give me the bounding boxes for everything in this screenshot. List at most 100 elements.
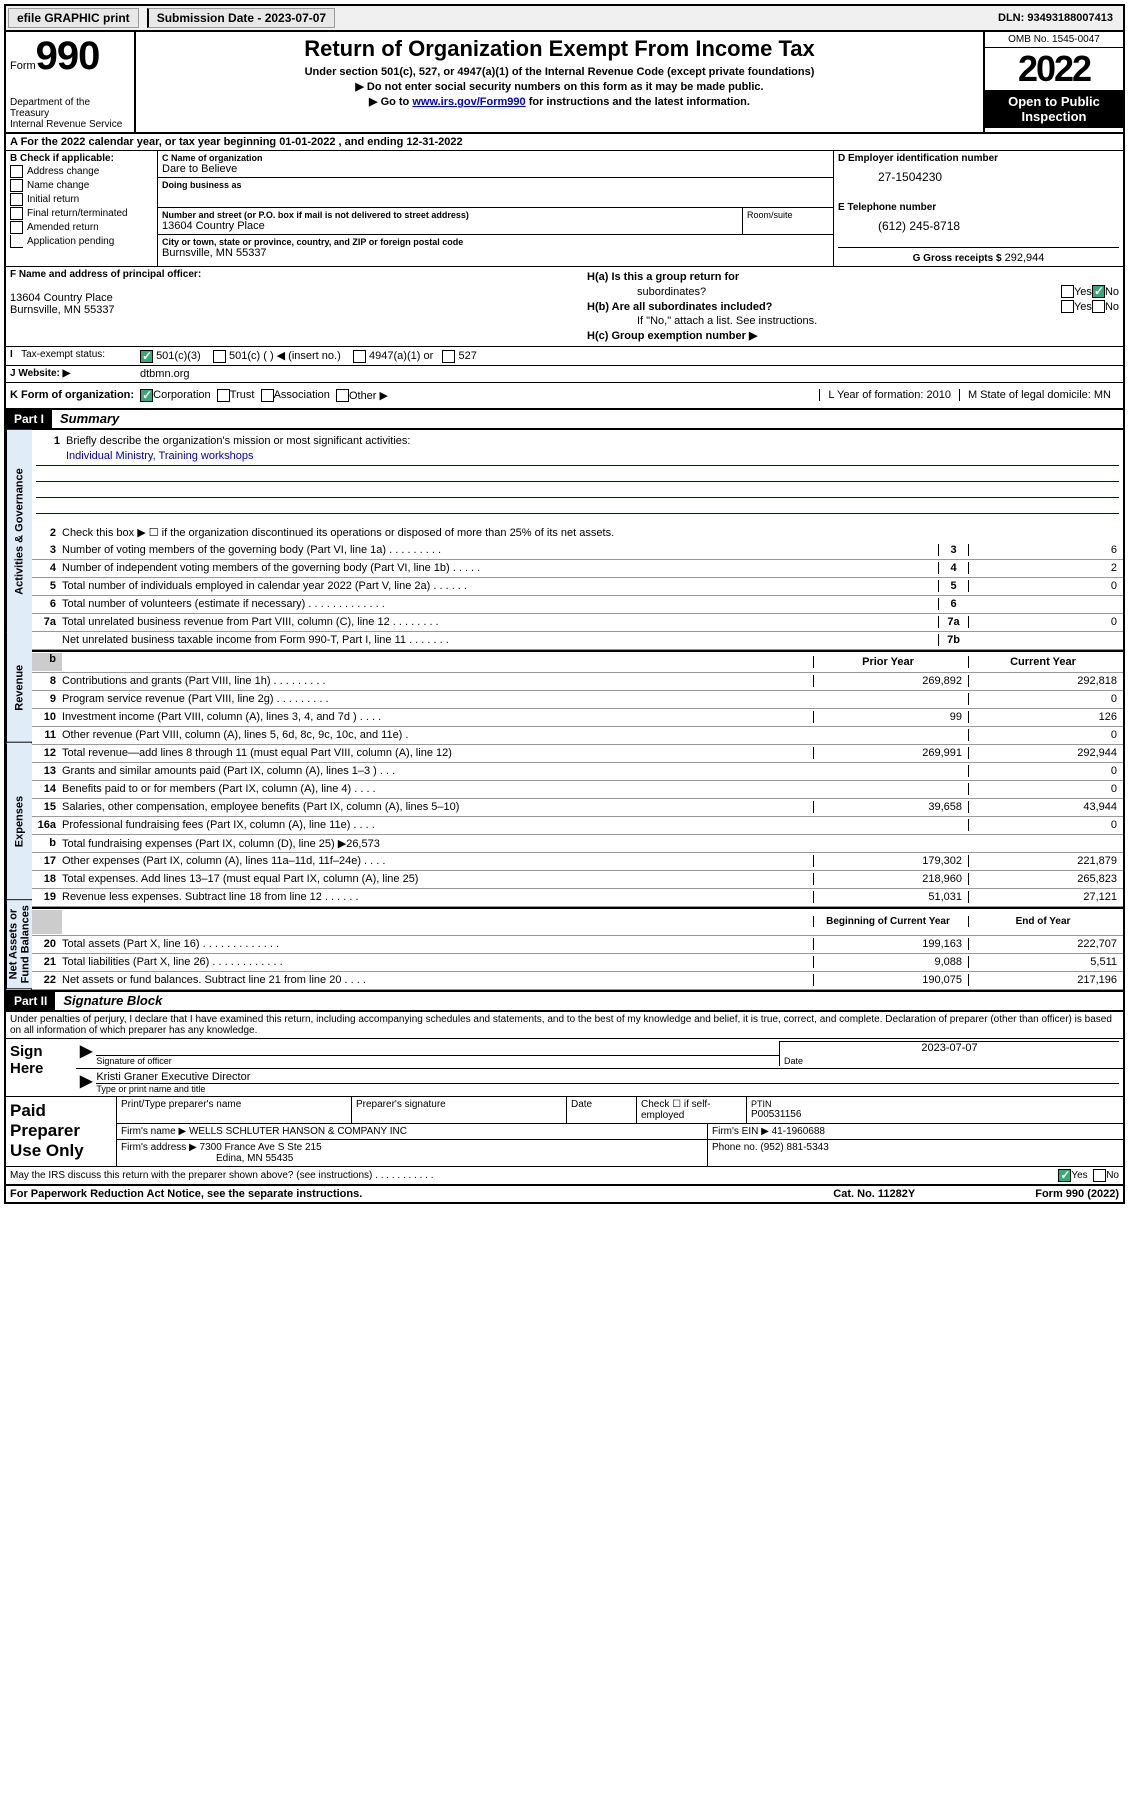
firm-name: WELLS SCHLUTER HANSON & COMPANY INC (189, 1126, 407, 1137)
check-initial-return[interactable]: Initial return (10, 193, 153, 206)
dba-label: Doing business as (162, 180, 829, 190)
check-4947[interactable] (353, 350, 366, 363)
check-527[interactable] (442, 350, 455, 363)
vtab-net-assets: Net Assets or Fund Balances (6, 900, 32, 989)
org-info-block: A For the 2022 calendar year, or tax yea… (4, 134, 1125, 410)
hdr-end-year: End of Year (968, 916, 1123, 927)
check-application-pending[interactable]: Application pending (10, 235, 153, 248)
discuss-no[interactable] (1093, 1169, 1106, 1182)
form-id-block: Form990 Department of the Treasury Inter… (6, 32, 136, 132)
signature-block: Under penalties of perjury, I declare th… (4, 1012, 1125, 1186)
check-trust[interactable] (217, 389, 230, 402)
hb-no[interactable] (1092, 300, 1105, 313)
discuss-yes[interactable] (1058, 1169, 1071, 1182)
check-corporation[interactable] (140, 389, 153, 402)
check-final-return[interactable]: Final return/terminated (10, 207, 153, 220)
open-public-badge: Open to PublicInspection (985, 90, 1123, 128)
topbar: efile GRAPHIC print Submission Date - 20… (4, 4, 1125, 32)
summary-row: 14Benefits paid to or for members (Part … (32, 781, 1123, 799)
col-h: H(a) Is this a group return for subordin… (583, 267, 1123, 346)
instructions-link[interactable]: www.irs.gov/Form990 (412, 96, 525, 108)
dept-treasury: Department of the Treasury (10, 97, 130, 119)
b-label: B Check if applicable: (10, 153, 153, 164)
addr-label: Number and street (or P.O. box if mail i… (162, 210, 738, 220)
col-c: C Name of organization Dare to Believe D… (158, 151, 833, 266)
check-name-change[interactable]: Name change (10, 179, 153, 192)
hc-label: H(c) Group exemption number ▶ (587, 329, 757, 342)
subtitle-1: Under section 501(c), 527, or 4947(a)(1)… (140, 66, 979, 78)
irs-label: Internal Revenue Service (10, 119, 130, 130)
form-header: Form990 Department of the Treasury Inter… (4, 32, 1125, 134)
ptin-label: PTIN (751, 1099, 1119, 1109)
check-501c3[interactable] (140, 350, 153, 363)
check-address-change[interactable]: Address change (10, 165, 153, 178)
ein-label: D Employer identification number (838, 153, 1119, 164)
summary-row: 11Other revenue (Part VIII, column (A), … (32, 727, 1123, 745)
summary-row: 10Investment income (Part VIII, column (… (32, 709, 1123, 727)
sign-here-label: Sign Here (6, 1039, 76, 1096)
hb-label: H(b) Are all subordinates included? (587, 301, 772, 313)
form-word: Form (10, 60, 36, 72)
form-number: 990 (36, 34, 100, 78)
line2-text: Check this box ▶ ☐ if the organization d… (62, 526, 1123, 539)
check-501c[interactable] (213, 350, 226, 363)
summary-row: 8Contributions and grants (Part VIII, li… (32, 673, 1123, 691)
f-label: F Name and address of principal officer: (10, 269, 579, 280)
prep-self-employed: Check ☐ if self-employed (637, 1097, 747, 1123)
mission-text: Individual Ministry, Training workshops (36, 450, 1119, 466)
firm-ein: 41-1960688 (772, 1126, 825, 1137)
check-association[interactable] (261, 389, 274, 402)
prep-name-label: Print/Type preparer's name (117, 1097, 352, 1123)
officer-name: Kristi Graner Executive Director (96, 1071, 1119, 1084)
subtitle-3: ▶ Go to www.irs.gov/Form990 for instruct… (140, 95, 979, 108)
officer-addr2: Burnsville, MN 55337 (10, 304, 579, 316)
paperwork-notice: For Paperwork Reduction Act Notice, see … (10, 1188, 362, 1200)
part-ii-header: Part II Signature Block (4, 992, 1125, 1012)
check-other[interactable] (336, 389, 349, 402)
ptin-value: P00531156 (751, 1109, 1119, 1120)
ha-no[interactable] (1092, 285, 1105, 298)
title-block: Return of Organization Exempt From Incom… (136, 32, 983, 132)
firm-addr1: 7300 France Ave S Ste 215 (200, 1142, 322, 1153)
year-block: OMB No. 1545-0047 2022 Open to PublicIns… (983, 32, 1123, 132)
summary-row: 7aTotal unrelated business revenue from … (32, 614, 1123, 632)
arrow-icon: ▶ (80, 1071, 96, 1094)
org-name: Dare to Believe (162, 163, 829, 175)
catalog-number: Cat. No. 11282Y (833, 1188, 915, 1200)
l-year-formation: L Year of formation: 2010 (819, 389, 959, 401)
hb-yes[interactable] (1061, 300, 1074, 313)
sig-date: 2023-07-07 (784, 1042, 1115, 1054)
summary-row: bTotal fundraising expenses (Part IX, co… (32, 835, 1123, 853)
j-label: J Website: ▶ (6, 366, 136, 382)
firm-name-label: Firm's name ▶ (121, 1126, 186, 1137)
prep-phone-label: Phone no. (712, 1142, 758, 1153)
summary-row: 4Number of independent voting members of… (32, 560, 1123, 578)
summary-row: 18Total expenses. Add lines 13–17 (must … (32, 871, 1123, 889)
summary-row: 15Salaries, other compensation, employee… (32, 799, 1123, 817)
summary-row: 20Total assets (Part X, line 16) . . . .… (32, 936, 1123, 954)
check-amended-return[interactable]: Amended return (10, 221, 153, 234)
summary-row: 12Total revenue—add lines 8 through 11 (… (32, 745, 1123, 763)
discuss-text: May the IRS discuss this return with the… (10, 1170, 434, 1181)
tax-exempt-options: 501(c)(3) 501(c) ( ) ◀ (insert no.) 4947… (136, 347, 1123, 365)
phone-label: E Telephone number (838, 202, 1119, 213)
subtitle-2: ▶ Do not enter social security numbers o… (140, 80, 979, 93)
officer-addr1: 13604 Country Place (10, 292, 579, 304)
city-state-zip: Burnsville, MN 55337 (162, 247, 829, 259)
website-value: dtbmn.org (136, 366, 1123, 382)
main-title: Return of Organization Exempt From Incom… (140, 36, 979, 62)
arrow-icon: ▶ (80, 1041, 96, 1066)
efile-button[interactable]: efile GRAPHIC print (8, 8, 139, 28)
firm-ein-label: Firm's EIN ▶ (712, 1126, 769, 1137)
tax-year: 2022 (985, 48, 1123, 90)
ha-yes[interactable] (1061, 285, 1074, 298)
vtab-governance: Activities & Governance (6, 430, 32, 634)
ha-label: H(a) Is this a group return for (587, 271, 739, 283)
omb-number: OMB No. 1545-0047 (985, 32, 1123, 48)
dln: DLN: 93493188007413 (998, 12, 1121, 24)
summary-row: 19Revenue less expenses. Subtract line 1… (32, 889, 1123, 907)
hb-note: If "No," attach a list. See instructions… (587, 315, 1119, 327)
summary-row: 17Other expenses (Part IX, column (A), l… (32, 853, 1123, 871)
summary-row: 16aProfessional fundraising fees (Part I… (32, 817, 1123, 835)
hdr-current-year: Current Year (968, 656, 1123, 668)
